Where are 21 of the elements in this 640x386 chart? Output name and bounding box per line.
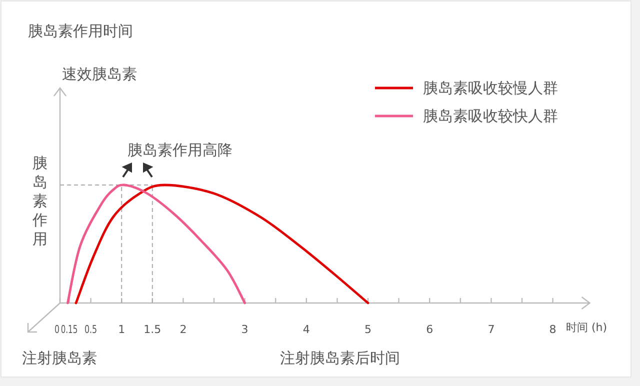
y-axis-title: 胰岛素作用 bbox=[32, 154, 48, 248]
chart-title: 胰岛素作用时间 bbox=[28, 22, 133, 40]
x-tick-label: 0.5 bbox=[84, 323, 102, 336]
legend-label: 胰岛素吸收较快人群 bbox=[423, 107, 558, 125]
text: 胰岛素作用高降 bbox=[128, 141, 232, 159]
x-tick-label: 0 bbox=[54, 323, 62, 336]
x-tick-label: 1.5 bbox=[144, 323, 162, 336]
x-tick-label: 8 bbox=[549, 323, 556, 336]
text: 注射胰岛素 bbox=[22, 349, 97, 367]
text: 时间 (h) bbox=[566, 321, 608, 334]
x-tick-label: 5 bbox=[364, 323, 372, 336]
x-tick-label: 2 bbox=[180, 323, 187, 336]
x-tick-label: 7 bbox=[488, 323, 495, 336]
x-tick-label: 6 bbox=[426, 323, 434, 336]
x-tick-label: 0.15 bbox=[60, 323, 86, 336]
x-tick-label: 1 bbox=[118, 323, 126, 336]
x-tick-label: 3 bbox=[241, 323, 248, 336]
chart-subtitle: 速效胰岛素 bbox=[62, 65, 137, 83]
legend-label: 胰岛素吸收较慢人群 bbox=[423, 79, 558, 97]
x-tick-label: 4 bbox=[302, 323, 310, 336]
x-axis-title: 注射胰岛素后时间 bbox=[280, 349, 400, 367]
